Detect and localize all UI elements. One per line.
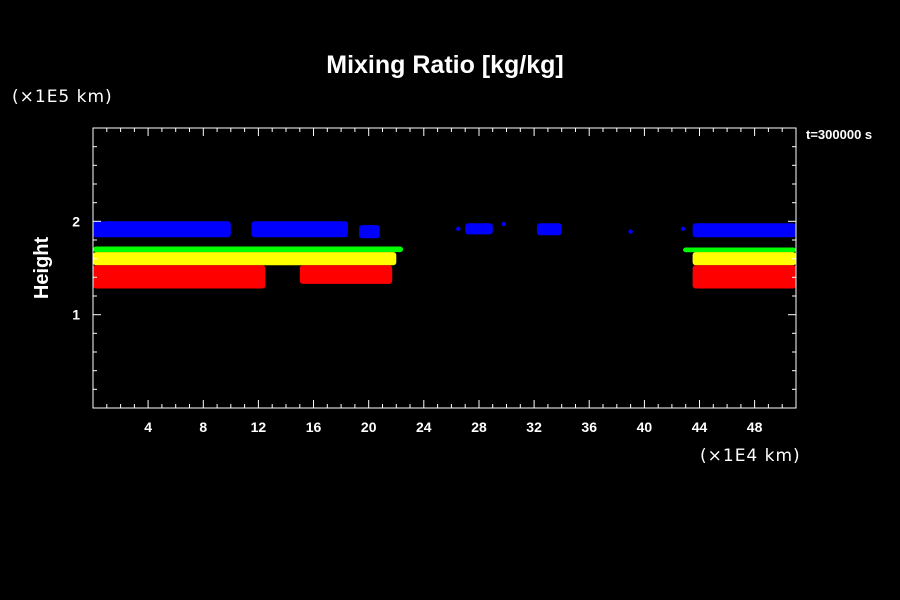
y-tick-label-1: 1 [72, 307, 80, 323]
blue-band-segment-0 [93, 221, 231, 238]
red-band-segment-2 [692, 265, 796, 289]
green-band-segment-0 [93, 246, 404, 253]
blue-speck-0 [456, 226, 461, 231]
yellow-band-segment-0 [93, 252, 397, 266]
chart-title: Mixing Ratio [kg/kg] [326, 51, 564, 79]
x-tick-label-8: 8 [199, 419, 207, 435]
green-band-segment-1 [683, 247, 796, 253]
blue-speck-3 [680, 226, 686, 231]
x-tick-label-32: 32 [526, 419, 542, 435]
red-band-segment-0 [93, 265, 266, 289]
red-band-segment-1 [299, 265, 393, 284]
blue-speck-2 [628, 229, 633, 234]
plot-frame [92, 127, 797, 409]
y-axis-label: Height [31, 237, 53, 300]
blue-speck-1 [501, 221, 506, 227]
x-axis-unit: (×1E4 km) [700, 446, 801, 466]
x-tick-label-20: 20 [361, 419, 377, 435]
blue-band-segment-3 [465, 223, 493, 235]
plot-area [93, 221, 796, 289]
x-tick-label-16: 16 [306, 419, 322, 435]
y-axis-unit: (×1E5 km) [12, 87, 113, 107]
x-tick-label-48: 48 [747, 419, 763, 435]
time-label: t=300000 s [806, 127, 872, 142]
x-tick-label-44: 44 [692, 419, 708, 435]
x-tick-label-4: 4 [144, 419, 152, 435]
y-tick-label-2: 2 [72, 213, 80, 229]
x-tick-label-12: 12 [251, 419, 267, 435]
blue-band-segment-2 [359, 225, 380, 239]
x-tick-label-36: 36 [581, 419, 597, 435]
blue-band-segment-5 [692, 223, 796, 238]
blue-band-segment-1 [251, 221, 348, 238]
x-tick-label-28: 28 [471, 419, 487, 435]
y-tick-labels: 12 [72, 213, 80, 322]
x-tick-label-24: 24 [416, 419, 432, 435]
axes [92, 127, 797, 409]
yellow-band-segment-1 [692, 252, 796, 266]
blue-band-segment-4 [536, 223, 562, 236]
x-tick-labels: 4 8 12 16 20 24 28 32 36 40 44 48 [144, 419, 762, 435]
x-tick-label-40: 40 [637, 419, 653, 435]
